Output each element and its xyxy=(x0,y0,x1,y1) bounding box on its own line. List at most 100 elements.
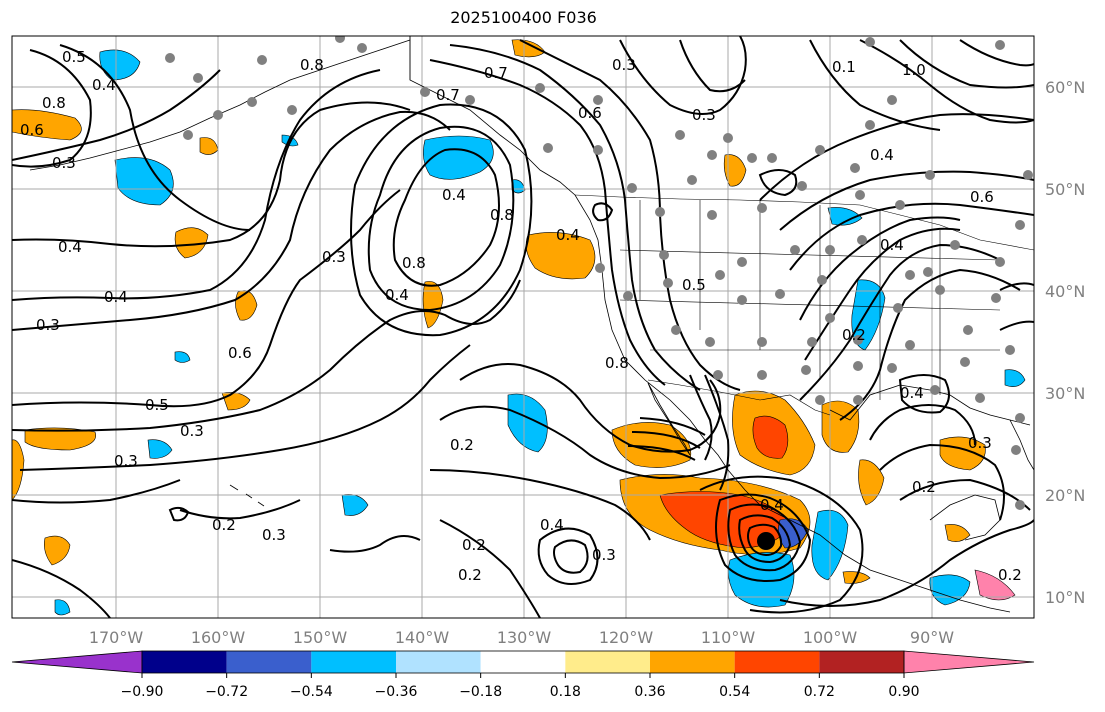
colorbar-segment xyxy=(819,651,904,673)
contour xyxy=(869,404,976,446)
contour-label: 0.4 xyxy=(900,384,924,402)
lon-label: 90°W xyxy=(910,628,954,647)
contour xyxy=(758,169,798,197)
station-dot xyxy=(627,183,637,193)
station-dot xyxy=(790,245,800,255)
station-dot xyxy=(757,203,767,213)
lon-label: 170°W xyxy=(89,628,144,647)
contour-label: 0.4 xyxy=(556,226,580,244)
station-dot xyxy=(887,363,897,373)
contour-label: 1.0 xyxy=(902,61,926,79)
map-panel: 0.5 0.4 0.8 0.6 0.3 0.4 0.4 0.3 0.6 0.5 … xyxy=(12,36,1034,618)
colorbar-extend-low xyxy=(11,650,143,674)
colorbar-segment xyxy=(734,651,820,673)
map-title: 2025100400 F036 xyxy=(450,8,597,27)
contour-label: 0.7 xyxy=(436,86,460,104)
lon-label: 120°W xyxy=(599,628,654,647)
station-dot xyxy=(905,270,915,280)
map-frame xyxy=(11,35,1035,619)
contour-label: 0.3 xyxy=(180,422,204,440)
station-dot xyxy=(247,97,257,107)
shade-patch xyxy=(507,393,548,453)
contour-label: 0.8 xyxy=(490,206,514,224)
contour xyxy=(392,148,500,287)
contour-label: 0.3 xyxy=(612,56,636,74)
station-dot xyxy=(775,289,785,299)
contour-label: 0.2 xyxy=(458,566,482,584)
colorbar-tick-label: −0.54 xyxy=(290,684,333,700)
baja-california xyxy=(647,382,691,456)
station-dot xyxy=(807,337,817,347)
contour-label: 0.2 xyxy=(912,478,936,496)
station-dot xyxy=(1015,413,1025,423)
station-dot xyxy=(853,335,863,345)
shade-patch xyxy=(752,415,789,459)
station-dot xyxy=(887,95,897,105)
station-dot xyxy=(1005,345,1015,355)
contour-label: 0.4 xyxy=(880,236,904,254)
contour-label: 0.8 xyxy=(300,56,324,74)
shade-patch xyxy=(944,524,971,542)
colorbar-segment xyxy=(396,651,481,673)
contour-label: 0.6 xyxy=(228,344,252,362)
contour xyxy=(537,527,599,585)
station-dot xyxy=(850,163,860,173)
station-dot xyxy=(825,313,835,323)
station-dot xyxy=(287,105,297,115)
contour xyxy=(631,431,701,449)
station-dot xyxy=(335,36,345,43)
station-dot xyxy=(895,200,905,210)
contour xyxy=(789,202,1034,271)
contour xyxy=(12,559,111,618)
lon-label: 130°W xyxy=(497,628,552,647)
contour xyxy=(859,39,1034,124)
station-dot xyxy=(855,190,865,200)
contour xyxy=(12,189,401,408)
station-dot xyxy=(593,95,603,105)
contour-label: 0.8 xyxy=(42,94,66,112)
contour-label-layer: 0.5 0.4 0.8 0.6 0.3 0.4 0.4 0.3 0.6 0.5 … xyxy=(20,48,1022,584)
station-dot xyxy=(815,145,825,155)
colorbar-outline xyxy=(141,650,905,674)
station-markers xyxy=(165,36,1033,510)
contour xyxy=(679,39,746,93)
colorbar-tick-label: −0.90 xyxy=(121,684,164,700)
contour xyxy=(19,344,471,471)
station-dot xyxy=(797,181,807,191)
station-dot xyxy=(715,270,725,280)
contour xyxy=(12,69,381,301)
station-dot xyxy=(713,370,723,380)
lon-label: 150°W xyxy=(293,628,348,647)
contour xyxy=(899,39,1034,89)
shade-patch xyxy=(54,599,71,616)
lat-label: 30°N xyxy=(1045,384,1085,403)
lat-label: 10°N xyxy=(1045,588,1085,607)
station-dot xyxy=(757,370,767,380)
contour xyxy=(779,519,1034,607)
colorbar-ticks: −0.90 −0.72 −0.54 −0.36 −0.18 0.18 0.36 0.54 0.7… xyxy=(121,673,920,700)
station-dot xyxy=(815,395,825,405)
contour-label: 0.3 xyxy=(322,248,346,266)
station-dot xyxy=(659,250,669,260)
contour xyxy=(168,506,190,522)
station-dot xyxy=(960,357,970,367)
graticule xyxy=(12,36,1034,618)
contour xyxy=(699,475,864,614)
colorbar xyxy=(11,650,1035,674)
station-dot xyxy=(707,210,717,220)
contour-label: 0.3 xyxy=(592,546,616,564)
contour-label: 0.3 xyxy=(968,434,992,452)
storm-center xyxy=(757,532,775,550)
station-dot xyxy=(623,291,633,301)
contour xyxy=(839,268,1021,421)
contour xyxy=(59,44,251,231)
station-dot xyxy=(950,240,960,250)
contour-label: 0.2 xyxy=(842,326,866,344)
contour xyxy=(553,539,589,574)
station-dot xyxy=(165,53,175,63)
station-dot xyxy=(865,120,875,130)
contour-label: 0.6 xyxy=(970,188,994,206)
lon-label: 160°W xyxy=(191,628,246,647)
contour xyxy=(12,479,181,504)
colorbar-tick-label: −0.72 xyxy=(205,684,248,700)
